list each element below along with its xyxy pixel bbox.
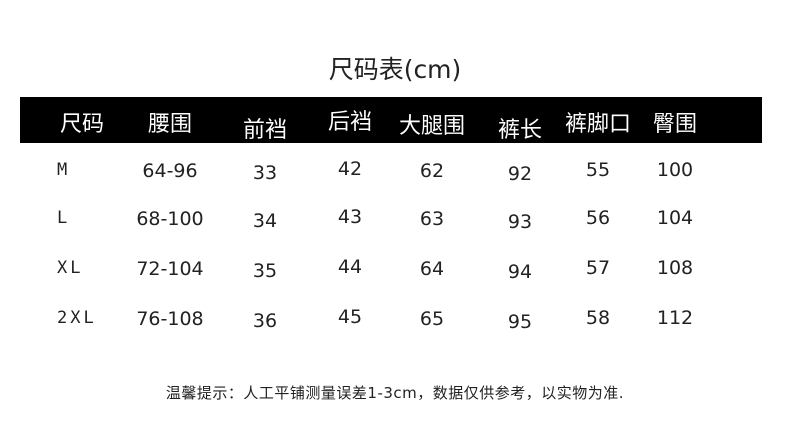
table-cell: 104 xyxy=(656,207,694,229)
table-cell: 93 xyxy=(507,211,533,233)
header-cell: 裤长 xyxy=(497,118,543,143)
table-cell: 63 xyxy=(419,208,445,230)
table-cell: 62 xyxy=(419,160,445,182)
table-cell: 58 xyxy=(585,307,611,329)
size-label: L xyxy=(57,208,71,228)
table-cell: 108 xyxy=(656,257,694,279)
table-cell: 65 xyxy=(419,308,445,330)
page-title: 尺码表(cm) xyxy=(328,55,462,84)
table-cell: 56 xyxy=(585,207,611,229)
table-cell: 72-104 xyxy=(136,258,204,280)
table-cell: 43 xyxy=(337,206,363,228)
header-cell: 腰围 xyxy=(147,112,193,137)
header-cell: 裤脚口 xyxy=(564,112,632,137)
header-cell: 臀围 xyxy=(652,112,698,137)
table-cell: 57 xyxy=(585,257,611,279)
table-cell: 44 xyxy=(337,256,363,278)
header-cell: 尺码 xyxy=(59,112,105,137)
table-cell: 35 xyxy=(252,260,278,282)
table-cell: 92 xyxy=(507,163,533,185)
table-cell: 45 xyxy=(337,306,363,328)
table-cell: 112 xyxy=(656,307,694,329)
table-cell: 55 xyxy=(585,159,611,181)
table-cell: 42 xyxy=(337,158,363,180)
header-cell: 大腿围 xyxy=(398,114,466,139)
table-cell: 95 xyxy=(507,311,533,333)
size-label: M xyxy=(57,160,71,180)
table-cell: 64 xyxy=(419,258,445,280)
table-cell: 68-100 xyxy=(136,208,204,230)
header-cell: 前裆 xyxy=(242,118,288,143)
size-label: 2XL xyxy=(57,308,97,328)
table-cell: 33 xyxy=(252,162,278,184)
table-cell: 36 xyxy=(252,310,278,332)
table-cell: 64-96 xyxy=(142,160,198,182)
table-cell: 76-108 xyxy=(136,308,204,330)
header-cell: 后裆 xyxy=(327,110,373,135)
table-cell: 100 xyxy=(656,159,694,181)
measurement-note: 温馨提示：人工平铺测量误差1-3cm，数据仅供参考，以实物为准. xyxy=(165,384,625,402)
table-cell: 34 xyxy=(252,210,278,232)
table-cell: 94 xyxy=(507,261,533,283)
size-label: XL xyxy=(57,258,84,278)
table-header xyxy=(20,97,762,143)
